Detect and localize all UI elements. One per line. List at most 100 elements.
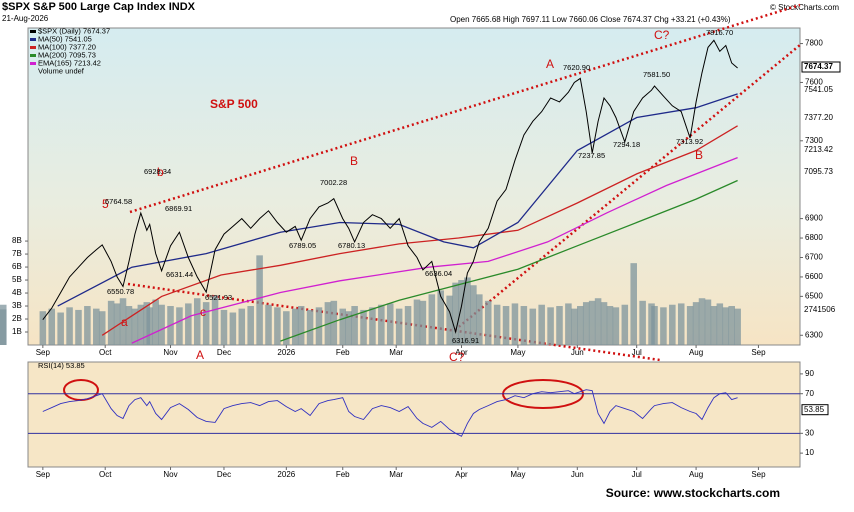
legend-swatch [30,62,36,65]
last-value-label: 7541.05 [804,85,833,94]
volume-bar [502,306,510,345]
price-label: 7002.28 [320,178,347,187]
wave-label: B [350,154,358,168]
rsi-tick-label: 70 [805,389,814,398]
volume-bar [621,304,629,345]
y-tick-label: 6800 [805,233,823,242]
volume-bar [612,307,620,345]
x-tick-label: Mar [389,348,403,357]
price-line [42,39,738,334]
price-label: 7313.92 [676,137,703,146]
legend-entry: MA(200) 7095.73 [38,50,96,59]
price-label: 6550.78 [107,287,134,296]
price-label: 6316.91 [452,336,479,345]
volume-bar [716,303,724,345]
rsi-last-box [801,404,829,416]
last-box [801,61,841,73]
y-tick-label: 7800 [805,39,823,48]
volume-bar [351,306,358,345]
x-tick-label: Nov [163,348,177,357]
volume-bar [651,306,658,345]
y-tick-label: 6300 [805,330,823,339]
y-tick-label: 6600 [805,272,823,281]
volume-bar [476,294,483,345]
volume-bar [48,308,56,345]
volume-bar [238,308,246,345]
volume-bar [220,309,228,345]
volume-bar [556,306,563,345]
volume-tick-label: 3B [12,301,22,310]
volume-tick-label: 4B [12,288,22,297]
last-value-label: 7095.73 [804,167,833,176]
volume-bar [386,303,394,345]
volume-bar [152,299,159,345]
volume-bar [538,304,545,345]
rsi-x-tick-label: Sep [751,470,766,479]
copyright: © StockCharts.com [770,3,839,12]
rsi-x-tick-label: Jul [632,470,642,479]
volume-bar [0,309,7,345]
volume-bar [339,308,347,345]
volume-bar [686,306,694,345]
legend-entry: EMA(165) 7213.42 [38,58,101,67]
volume-bar [452,282,459,345]
wave-label: 5 [102,197,109,211]
volume-bar [582,302,590,345]
rsi-x-tick-label: Oct [99,470,112,479]
volume-bar [428,294,436,345]
volume-bar [698,298,706,345]
last-value-label: 7674.37 [804,62,833,71]
volume-bar [565,303,572,345]
wave-label: A [546,57,554,71]
volume-bar [125,306,133,345]
volume-tick-label: 7B [12,249,22,258]
volume-bar [39,311,47,345]
legend-swatch [30,30,36,33]
volume-bar [176,307,183,345]
rsi-line [42,389,738,437]
volume-bar [291,308,299,345]
price-label: 7816.70 [706,28,733,37]
trend-lines [127,3,801,362]
rsi-legend: RSI(14) 53.85 [38,361,85,370]
volume-bar [470,285,477,345]
legend-entry: MA(50) 7541.05 [38,34,92,43]
x-tick-label: Feb [336,348,350,357]
price-label: 6869.91 [165,204,192,213]
volume-bar [710,306,718,345]
y-tick-label: 6500 [805,291,823,300]
rsi-tick-label: 30 [805,428,814,437]
volume-bar [669,304,676,345]
volume-bar [547,307,554,345]
volume-bar [692,302,700,345]
rsi-x-tick-label: Dec [217,470,231,479]
moving-average [131,156,738,344]
volume-bar [57,312,64,345]
rsi-x-tick-label: Jun [571,470,584,479]
volume-bar [437,290,444,345]
price-label: 6764.58 [105,197,132,206]
x-tick-label: Oct [99,348,112,357]
volume-bar [202,302,210,345]
volume-bar [98,311,106,345]
volume-bar [185,303,192,345]
volume-bar [660,307,667,345]
volume-bar [728,306,735,345]
volume-bar [283,311,290,345]
volume-bar [158,304,165,345]
volume-bar [395,308,403,345]
x-tick-label: 2026 [277,348,295,357]
volume-bar [588,300,596,345]
rsi-x-tick-label: Aug [689,470,703,479]
rsi-x-tick-label: Sep [36,470,51,479]
rsi-x-tick-label: Nov [163,470,177,479]
volume-bar [247,306,254,345]
volume-bar [734,308,741,345]
volume-tick-label: 6B [12,262,22,271]
price-label: 7237.85 [578,151,605,160]
volume-bar [107,300,115,345]
volume-bar [345,311,352,345]
volume-bar [446,295,453,345]
rsi-x-tick-label: Feb [336,470,350,479]
volume-bar [256,255,263,345]
